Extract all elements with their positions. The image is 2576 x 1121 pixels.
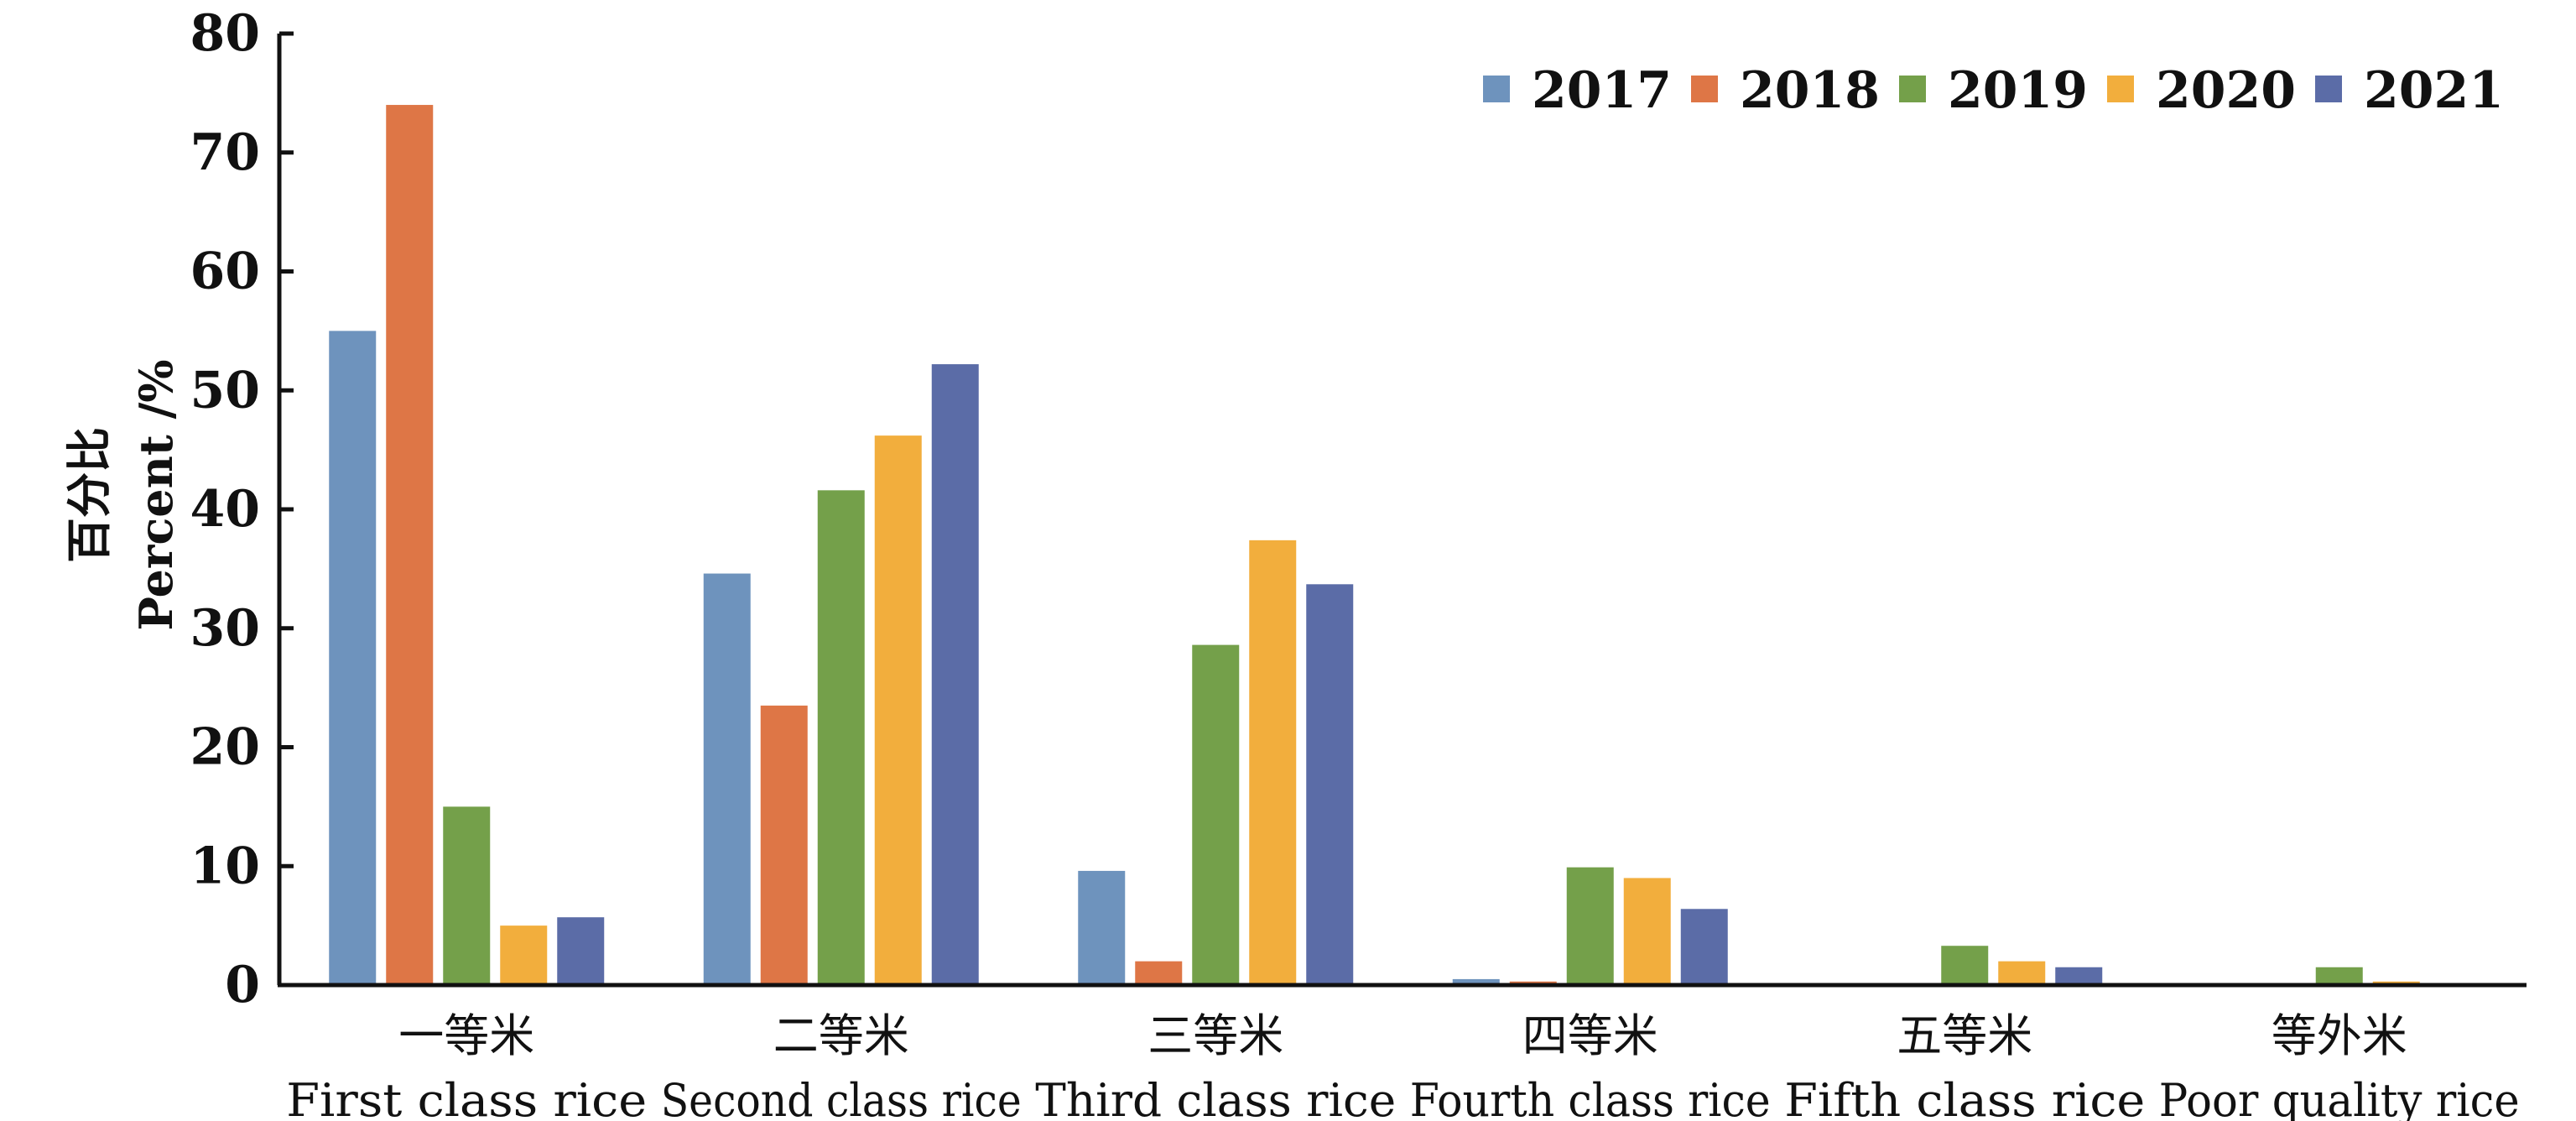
- bar-2017: [703, 573, 751, 985]
- legend-swatch-2020: [2107, 76, 2134, 102]
- bar-2018: [386, 105, 434, 985]
- y-tick-label: 70: [190, 123, 261, 182]
- bar-2019: [817, 490, 865, 985]
- bar-2019: [443, 806, 491, 985]
- category-label-zh: 一等米: [398, 1009, 534, 1062]
- category-label-zh: 二等米: [773, 1009, 909, 1062]
- bar-2020: [1249, 540, 1297, 985]
- y-tick-label: 20: [190, 718, 261, 777]
- bar-2018: [1135, 961, 1183, 985]
- x-axis-labels: 一等米 First class rice 二等米 Second class rice 三…: [286, 1009, 2520, 1121]
- legend-label-2018: 2018: [1740, 61, 1880, 120]
- category-label-zh: 三等米: [1147, 1009, 1283, 1062]
- bar-2019: [1941, 946, 1989, 985]
- y-axis-label-en: Percent /%: [129, 359, 183, 630]
- category-label-en: Second class rice: [661, 1074, 1022, 1121]
- legend-label-2021: 2021: [2364, 61, 2504, 120]
- bar-2020: [1998, 961, 2046, 985]
- y-tick-label: 10: [190, 837, 261, 895]
- legend-swatch-2021: [2315, 76, 2342, 102]
- bar-2018: [760, 705, 808, 985]
- bar-2020: [874, 435, 922, 985]
- bars: [329, 105, 2420, 985]
- y-axis-ticks: 0 10 20 30 40 50 60 70 80: [190, 4, 294, 1014]
- legend-label-2017: 2017: [1532, 61, 1672, 120]
- bar-2017: [1078, 870, 1126, 985]
- bar-2021: [931, 364, 979, 985]
- bar-2017: [1452, 978, 1500, 985]
- category-label-en: Poor quality rice: [2159, 1074, 2520, 1121]
- bar-2021: [2055, 967, 2103, 985]
- legend-swatch-2017: [1483, 76, 1510, 102]
- y-tick-label: 0: [225, 956, 260, 1014]
- legend-label-2019: 2019: [1948, 61, 2088, 120]
- legend-swatch-2019: [1899, 76, 1926, 102]
- bar-2020: [1623, 878, 1671, 985]
- bar-2017: [329, 331, 377, 985]
- y-tick-label: 30: [190, 599, 261, 658]
- category-label-zh: 等外米: [2272, 1009, 2407, 1062]
- category-label-en: Fifth class rice: [1784, 1074, 2145, 1121]
- category-label-en: First class rice: [286, 1074, 647, 1121]
- bar-2019: [1566, 867, 1614, 985]
- y-axis-label: 百分比 Percent /%: [62, 359, 183, 630]
- y-tick-label: 40: [190, 480, 261, 539]
- bar-2021: [557, 917, 605, 985]
- bar-2019: [1192, 644, 1240, 985]
- legend-label-2020: 2020: [2156, 61, 2296, 120]
- category-label-en: Fourth class rice: [1410, 1074, 1771, 1121]
- legend-swatch-2018: [1691, 76, 1718, 102]
- category-label-en: Third class rice: [1035, 1074, 1396, 1121]
- category-label-zh: 四等米: [1522, 1009, 1658, 1062]
- axes: [277, 34, 2527, 988]
- bar-2019: [2315, 967, 2363, 985]
- y-tick-label: 60: [190, 242, 261, 301]
- bar-2020: [500, 925, 548, 985]
- y-tick-label: 50: [190, 361, 261, 420]
- bar-2021: [1680, 909, 1728, 985]
- y-tick-label: 80: [190, 4, 261, 63]
- y-axis-label-zh: 百分比: [62, 427, 116, 563]
- bar-2021: [1306, 584, 1354, 985]
- legend: 2017 2018 2019 2020 2021: [1483, 61, 2504, 120]
- category-label-zh: 五等米: [1897, 1009, 2032, 1062]
